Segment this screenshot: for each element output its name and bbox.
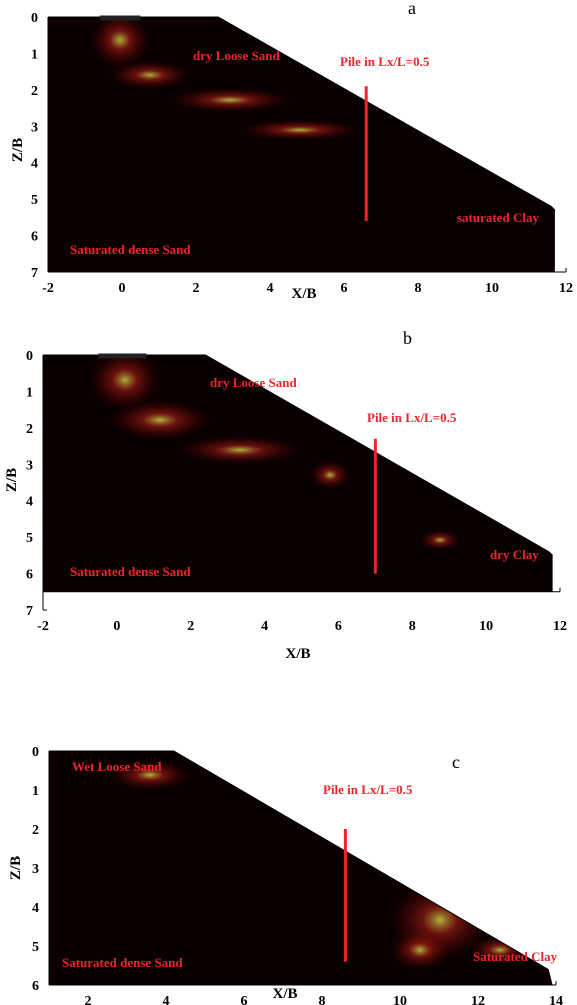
x-tick-label: 6 [335,619,342,634]
y-tick-label: 3 [26,458,33,473]
strain-contour [390,930,450,970]
y-axis-label: Z/B [10,138,26,162]
y-tick-label: 5 [32,940,39,955]
strain-contour [310,461,350,489]
annotation: dry Loose Sand [210,375,297,390]
y-axis-label: Z/B [4,468,20,492]
strain-contour [110,400,210,440]
y-tick-label: 3 [32,862,39,877]
annotation: Saturated Clay [473,949,558,964]
x-tick-label: -2 [42,281,54,296]
annotation: Saturated dense Sand [70,564,191,579]
annotation: Pile in Lx/L=0.5 [323,782,413,797]
x-tick-label: 0 [113,619,120,634]
strain-contour [90,355,160,410]
y-tick-label: 0 [31,11,38,26]
y-tick-label: 1 [31,47,38,62]
y-tick-label: 2 [31,84,38,99]
y-tick-label: 7 [26,604,33,619]
panel-label: a [408,0,416,18]
ground-surface [49,750,553,986]
x-axis-label: X/B [285,646,310,662]
y-tick-label: 6 [32,979,39,994]
annotation: dry Clay [490,547,539,562]
y-tick-label: 6 [26,568,33,583]
x-tick-label: 2 [85,994,92,1005]
y-tick-label: 0 [32,745,39,760]
x-tick-label: 4 [267,281,274,296]
y-tick-label: 1 [32,784,39,799]
x-tick-label: 10 [485,281,499,296]
y-tick-label: 4 [26,495,33,510]
y-tick-label: 1 [26,385,33,400]
y-tick-label: 7 [31,266,38,281]
x-axis-label: X/B [291,286,316,302]
y-tick-label: 2 [26,422,33,437]
x-tick-label: 12 [559,281,573,296]
y-tick-label: 2 [32,823,39,838]
x-tick-label: 8 [409,619,416,634]
y-tick-label: 0 [26,349,33,364]
panel-label: c [452,752,460,772]
y-tick-label: 4 [31,157,38,172]
x-tick-label: 12 [553,619,567,634]
strain-contour [110,760,190,790]
strain-contour [180,436,300,464]
annotation: dry Loose Sand [193,48,280,63]
x-tick-label: 4 [163,994,170,1005]
panel-label: b [403,328,412,348]
x-tick-label: 10 [479,619,493,634]
annotation: Pile in Lx/L=0.5 [367,410,457,425]
x-tick-label: 2 [193,281,200,296]
x-tick-label: 6 [341,281,348,296]
strain-contour [170,88,290,112]
y-tick-label: 6 [31,230,38,245]
y-tick-label: 5 [26,531,33,546]
x-tick-label: 8 [415,281,422,296]
x-tick-label: 8 [319,994,326,1005]
x-tick-label: 6 [241,994,248,1005]
y-tick-label: 5 [31,193,38,208]
strain-contour [240,120,360,140]
strain-contour [110,61,190,89]
annotation: saturated Clay [457,210,539,225]
y-tick-label: 4 [32,901,39,916]
strain-contour [420,530,460,550]
x-tick-label: 14 [549,994,563,1005]
annotation: Pile in Lx/L=0.5 [340,54,430,69]
annotation: Saturated dense Sand [70,242,191,257]
annotation: Saturated dense Sand [62,955,183,970]
annotation: Wet Loose Sand [72,759,162,774]
x-tick-label: 4 [261,619,268,634]
x-tick-label: 10 [393,994,407,1005]
y-tick-label: 3 [31,120,38,135]
y-axis-label: Z/B [8,856,24,880]
x-tick-label: 2 [187,619,194,634]
x-tick-label: 12 [471,994,485,1005]
x-axis-label: X/B [272,986,297,1002]
strain-contour [90,17,150,68]
x-tick-label: 0 [119,281,126,296]
x-tick-label: -2 [37,619,49,634]
